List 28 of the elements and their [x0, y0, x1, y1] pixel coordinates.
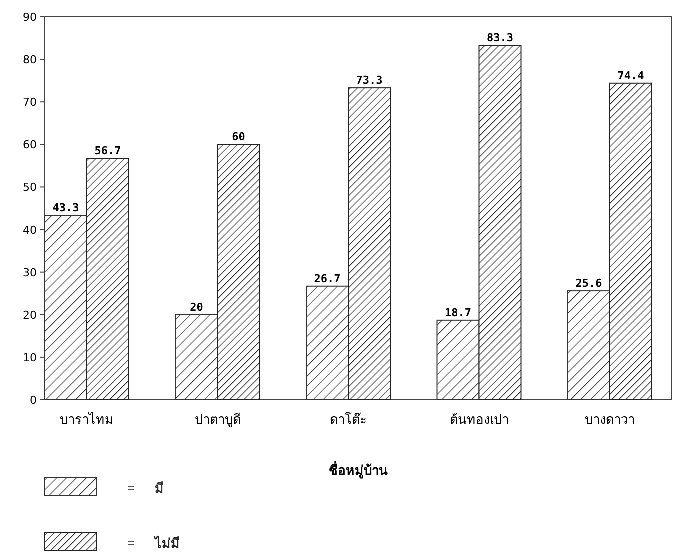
y-tick-label: 50 [23, 181, 37, 194]
x-tick-label: บาราไทม [60, 412, 114, 428]
data-label: 74.4 [618, 69, 645, 82]
data-label: 73.3 [356, 74, 383, 88]
x-tick-label: ต้นทองเปา [450, 413, 509, 428]
x-tick-label: ปาตาบูดี [194, 412, 241, 428]
data-label: 20 [190, 300, 204, 314]
y-tick-label: 0 [30, 394, 37, 407]
legend-item: ไม่มี [44, 532, 180, 552]
x-tick-label: บางดาวา [585, 413, 635, 428]
legend-item: มี [44, 478, 164, 497]
data-label: 18.7 [445, 306, 472, 320]
y-tick-label: 40 [23, 224, 37, 237]
y-tick-label: 60 [23, 138, 37, 152]
x-tick-label: ดาโต๊ะ [330, 412, 367, 428]
data-label: 26.7 [314, 272, 341, 286]
data-label: 83.3 [487, 32, 514, 45]
x-axis-title: ชื่อหมู่บ้าน [329, 461, 388, 479]
y-tick-label: 80 [23, 54, 37, 67]
y-tick-label: 20 [23, 308, 37, 322]
y-tick-label: 70 [23, 96, 37, 110]
y-tick-label: 10 [23, 351, 37, 364]
data-label: 56.7 [94, 144, 122, 158]
data-label: 25.6 [576, 277, 603, 290]
data-label: 60 [232, 130, 246, 144]
y-tick-label: 30 [23, 266, 37, 280]
y-tick-label: 90 [23, 11, 37, 24]
data-label: 43.3 [52, 202, 80, 215]
